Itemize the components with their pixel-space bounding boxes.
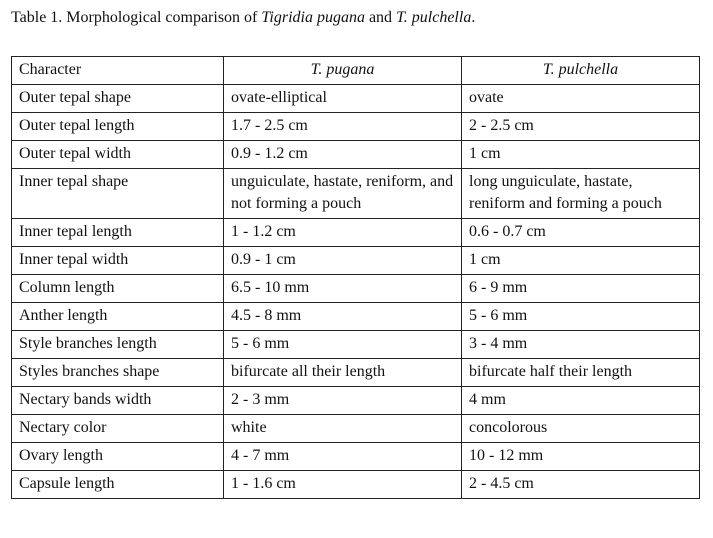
table-cell: Nectary bands width	[11, 386, 224, 415]
table-cell: unguiculate, hastate, reniform, and not …	[223, 168, 462, 219]
table-cell: Nectary color	[11, 414, 224, 443]
table-caption: Table 1. Morphological comparison of Tig…	[11, 7, 475, 29]
table-row: Styles branches shape bifurcate all their…	[11, 358, 700, 387]
table-cell: Inner tepal shape	[11, 168, 224, 219]
table-cell: concolorous	[461, 414, 700, 443]
table-row: Ovary length 4 - 7 mm 10 - 12 mm	[11, 442, 700, 471]
table-cell: 6 - 9 mm	[461, 274, 700, 303]
header-cell: T. pulchella	[461, 56, 700, 85]
header-row: Character T. pugana T. pulchella	[11, 56, 700, 85]
table-cell: 2 - 3 mm	[223, 386, 462, 415]
caption-text: Table 1. Morphological comparison of	[11, 9, 262, 26]
caption-species: T. pulchella	[396, 9, 472, 26]
table-row: Nectary color white concolorous	[11, 414, 700, 443]
table-cell: 4 - 7 mm	[223, 442, 462, 471]
table-cell: 0.9 - 1.2 cm	[223, 140, 462, 169]
table-cell: Style branches length	[11, 330, 224, 359]
table-cell: Inner tepal width	[11, 246, 224, 275]
table-cell: 2 - 4.5 cm	[461, 470, 700, 499]
table-cell: bifurcate all their length	[223, 358, 462, 387]
table-cell: Outer tepal width	[11, 140, 224, 169]
table-cell: 5 - 6 mm	[461, 302, 700, 331]
table-row: Style branches length 5 - 6 mm 3 - 4 mm	[11, 330, 700, 359]
table-cell: 3 - 4 mm	[461, 330, 700, 359]
table-row: Outer tepal shape ovate-elliptical ovate	[11, 84, 700, 113]
header-cell: Character	[11, 56, 224, 85]
table-cell: Inner tepal length	[11, 218, 224, 247]
table-row: Capsule length 1 - 1.6 cm 2 - 4.5 cm	[11, 470, 700, 499]
table-cell: white	[223, 414, 462, 443]
table-cell: 4.5 - 8 mm	[223, 302, 462, 331]
table-row: Nectary bands width 2 - 3 mm 4 mm	[11, 386, 700, 415]
table-cell: bifurcate half their length	[461, 358, 700, 387]
caption-text: .	[471, 9, 476, 26]
table-cell: 2 - 2.5 cm	[461, 112, 700, 141]
table-cell: Capsule length	[11, 470, 224, 499]
table-cell: 1.7 - 2.5 cm	[223, 112, 462, 141]
table-row: Outer tepal width 0.9 - 1.2 cm 1 cm	[11, 140, 700, 169]
table-cell: Column length	[11, 274, 224, 303]
table-cell: Anther length	[11, 302, 224, 331]
table-cell: long unguiculate, hastate, reniform and …	[461, 168, 700, 219]
table-cell: 6.5 - 10 mm	[223, 274, 462, 303]
table-cell: 1 - 1.6 cm	[223, 470, 462, 499]
table-cell: 10 - 12 mm	[461, 442, 700, 471]
table-cell: 0.6 - 0.7 cm	[461, 218, 700, 247]
table-cell: Styles branches shape	[11, 358, 224, 387]
table-cell: ovate	[461, 84, 700, 113]
table-row: Inner tepal shape unguiculate, hastate, r…	[11, 168, 700, 219]
table-cell: Outer tepal length	[11, 112, 224, 141]
table-row: Outer tepal length 1.7 - 2.5 cm 2 - 2.5 cm	[11, 112, 700, 141]
table-cell: 1 cm	[461, 140, 700, 169]
table-cell: 4 mm	[461, 386, 700, 415]
header-cell: T. pugana	[223, 56, 462, 85]
table-row: Inner tepal width 0.9 - 1 cm 1 cm	[11, 246, 700, 275]
table-cell: Ovary length	[11, 442, 224, 471]
caption-text: and	[364, 9, 397, 26]
table-cell: 5 - 6 mm	[223, 330, 462, 359]
table-cell: 1 cm	[461, 246, 700, 275]
table-cell: Outer tepal shape	[11, 84, 224, 113]
table-cell: ovate-elliptical	[223, 84, 462, 113]
table-row: Anther length 4.5 - 8 mm 5 - 6 mm	[11, 302, 700, 331]
caption-species: Tigridia pugana	[261, 9, 365, 26]
table-cell: 0.9 - 1 cm	[223, 246, 462, 275]
comparison-table: Character T. pugana T. pulchella Outer tepa…	[11, 56, 700, 499]
table-row: Inner tepal length 1 - 1.2 cm 0.6 - 0.7 cm	[11, 218, 700, 247]
table-cell: 1 - 1.2 cm	[223, 218, 462, 247]
table-row: Column length 6.5 - 10 mm 6 - 9 mm	[11, 274, 700, 303]
